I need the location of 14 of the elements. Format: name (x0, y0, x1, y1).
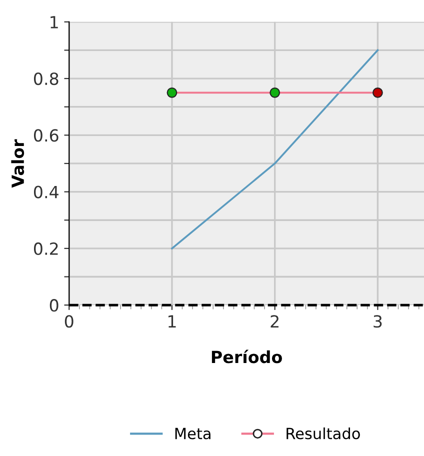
y-tick-label: 0.2 (34, 242, 58, 255)
y-tick-label: 1 (50, 16, 58, 28)
x-axis-title: Período (212, 350, 282, 364)
y-tick-label: 0.6 (34, 129, 58, 142)
x-tick-label: 1 (168, 315, 176, 328)
y-tick-label: 0.4 (34, 186, 58, 198)
x-tick-label: 0 (64, 315, 74, 328)
y-tick-label: 0.8 (34, 72, 58, 86)
legend-label: Resultado (286, 427, 360, 440)
y-axis-title: Valor (11, 139, 24, 188)
y-tick-label: 0 (50, 299, 58, 312)
x-tick-label: 3 (374, 315, 382, 328)
legend-label: Meta (175, 428, 210, 440)
x-tick-label: 2 (270, 315, 278, 328)
